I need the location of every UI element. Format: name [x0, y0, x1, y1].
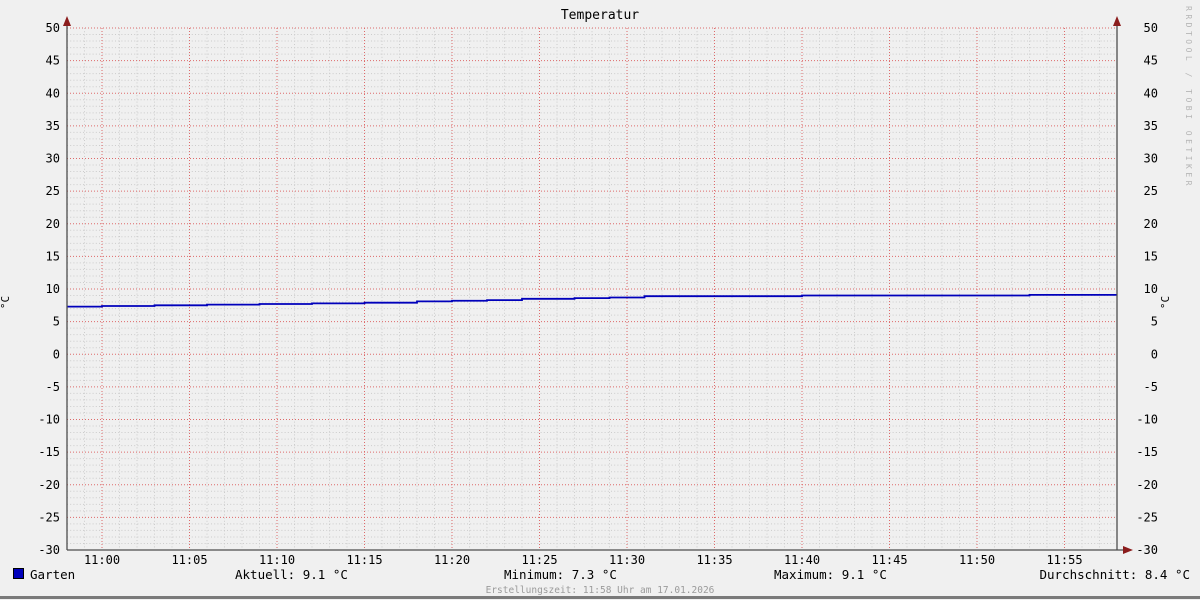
window-edge	[0, 596, 1200, 599]
x-tick-label: 11:55	[1046, 553, 1082, 567]
y-tick-label-left: 35	[46, 119, 60, 133]
y-tick-label-left: 30	[46, 152, 60, 166]
rrdtool-watermark: RRDTOOL / TOBI OETIKER	[1184, 6, 1193, 189]
y-tick-label-left: 40	[46, 86, 60, 100]
minor-grid	[67, 28, 1117, 550]
y-axis-arrow-right	[1113, 16, 1121, 26]
axis-arrows	[63, 16, 1133, 554]
y-tick-label-left: -15	[38, 445, 60, 459]
stat-aktuell: Aktuell: 9.1 °C	[235, 567, 348, 582]
y-tick-label-right: -15	[1136, 445, 1158, 459]
x-tick-label: 11:35	[696, 553, 732, 567]
y-tick-label-right: 10	[1144, 282, 1158, 296]
y-tick-label-right: -10	[1136, 413, 1158, 427]
x-axis-labels: 11:00 11:05 11:10 11:15 11:20 11:25 11:30 11:35…	[84, 553, 1083, 567]
chart-title: Temperatur	[560, 8, 640, 23]
x-tick-label: 11:30	[609, 553, 645, 567]
y-axis-arrow-left	[63, 16, 71, 26]
y-tick-label-right: 5	[1151, 315, 1158, 329]
x-tick-label: 11:20	[434, 553, 470, 567]
y-tick-label-right: -5	[1144, 380, 1158, 394]
major-grid	[67, 27, 1117, 550]
series-garten	[67, 293, 1117, 308]
x-tick-label: 11:45	[871, 553, 907, 567]
y-tick-label-right: 20	[1144, 217, 1158, 231]
x-tick-label: 11:00	[84, 553, 120, 567]
y-tick-label-left: 0	[53, 347, 60, 361]
y-tick-label-left: 25	[46, 184, 60, 198]
y-tick-label-right: 0	[1151, 347, 1158, 361]
y-tick-label-left: 10	[46, 282, 60, 296]
axes	[66, 19, 1125, 551]
stat-maximum: Maximum: 9.1 °C	[774, 567, 887, 582]
y-tick-label-left: 20	[46, 217, 60, 231]
y-tick-label-right: -25	[1136, 510, 1158, 524]
y-axis-unit-right: °C	[1159, 295, 1173, 310]
y-axis-unit-left: °C	[0, 295, 13, 310]
y-tick-label-left: -20	[38, 478, 60, 492]
x-tick-label: 11:40	[784, 553, 820, 567]
y-tick-label-right: 25	[1144, 184, 1158, 198]
y-tick-label-left: 15	[46, 249, 60, 263]
y-tick-label-right: 15	[1144, 249, 1158, 263]
y-tick-label-right: -20	[1136, 478, 1158, 492]
y-tick-label-left: 5	[53, 315, 60, 329]
y-tick-label-right: -30	[1136, 543, 1158, 557]
y-tick-label-right: 50	[1144, 21, 1158, 35]
y-tick-label-left: -5	[46, 380, 60, 394]
y-tick-label-right: 40	[1144, 86, 1158, 100]
series-line-garten	[67, 293, 1117, 308]
x-tick-label: 11:25	[521, 553, 557, 567]
x-tick-label: 11:50	[959, 553, 995, 567]
y-tick-label-left: 45	[46, 54, 60, 68]
legend-swatch-garten	[13, 568, 24, 579]
stat-durchschnitt: Durchschnitt: 8.4 °C	[1039, 567, 1190, 582]
x-axis-arrow	[1123, 546, 1133, 554]
legend-label-garten: Garten	[30, 567, 76, 582]
y-axis-labels: -30 -30 -25 -25 -20 -20 -15 -15 -10 -10 -5 -5 0 0 5 5 10…	[38, 21, 1158, 557]
y-tick-label-right: 30	[1144, 152, 1158, 166]
y-tick-label-right: 35	[1144, 119, 1158, 133]
y-tick-label-left: 50	[46, 21, 60, 35]
y-tick-label-left: -30	[38, 543, 60, 557]
creation-time: Erstellungszeit: 11:58 Uhr am 17.01.2026	[485, 585, 715, 596]
x-tick-label: 11:15	[346, 553, 382, 567]
y-tick-label-left: -25	[38, 510, 60, 524]
y-tick-label-left: -10	[38, 413, 60, 427]
y-tick-label-right: 45	[1144, 54, 1158, 68]
x-tick-label: 11:05	[171, 553, 207, 567]
stat-minimum: Minimum: 7.3 °C	[504, 567, 617, 582]
x-tick-label: 11:10	[259, 553, 295, 567]
